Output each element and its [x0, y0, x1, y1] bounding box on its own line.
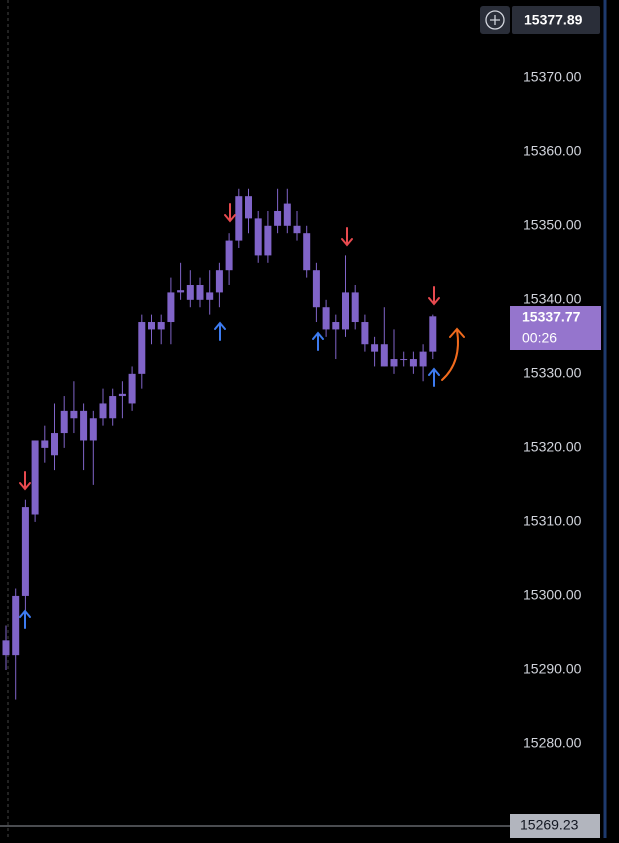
- up-arrow: [19, 609, 31, 629]
- candle-body: [157, 322, 165, 330]
- candle-body: [186, 285, 194, 300]
- candle-body: [409, 359, 417, 367]
- candle-body: [342, 292, 349, 330]
- candle-body: [177, 290, 185, 293]
- price-marker-box: [512, 6, 600, 34]
- signal-arrows: [19, 203, 465, 629]
- candle-body: [196, 285, 204, 300]
- candle-body: [60, 410, 68, 434]
- candle-body: [41, 440, 49, 448]
- candle-body: [206, 292, 214, 300]
- up-arrow: [428, 367, 440, 387]
- top-marker: 15377.89: [480, 6, 600, 34]
- y-tick-label: 15280.00: [523, 735, 582, 751]
- candle-body: [303, 233, 311, 271]
- candle-body: [429, 316, 437, 352]
- candle-body: [245, 196, 252, 219]
- candle-body: [322, 307, 330, 330]
- candle-body: [254, 218, 262, 256]
- candle-body: [371, 344, 379, 352]
- candle-body: [215, 270, 223, 293]
- y-tick-label: 15320.00: [523, 439, 582, 455]
- curve: [441, 329, 459, 381]
- down-arrow: [428, 286, 440, 306]
- y-tick-label: 15300.00: [523, 587, 582, 603]
- candle-body: [380, 344, 388, 367]
- y-tick-label: 15360.00: [523, 142, 582, 158]
- last-price-marker: 15337.77 00:26: [510, 306, 601, 350]
- up-arrow: [214, 321, 226, 341]
- candle-body: [361, 322, 369, 345]
- down-arrow: [341, 227, 353, 247]
- countdown: 00:26: [522, 330, 557, 346]
- candle-body: [118, 393, 126, 397]
- last-price: 15337.77: [522, 309, 581, 325]
- last-price-box: [510, 306, 601, 350]
- candle-body: [99, 403, 107, 419]
- candle-body: [51, 433, 58, 456]
- candle-body: [235, 196, 243, 241]
- add-icon: [485, 10, 505, 30]
- candle-body: [400, 359, 408, 361]
- candle-body: [89, 418, 97, 441]
- candle-body: [351, 292, 359, 323]
- add-icon-plus: [490, 15, 500, 25]
- candle-body: [264, 225, 272, 256]
- price-marker: 15377.89: [524, 12, 583, 28]
- buy-arrows: [19, 321, 440, 629]
- candle-body: [80, 410, 88, 441]
- up-arrow: [312, 331, 324, 351]
- y-tick-label: 15290.00: [523, 661, 582, 677]
- candle-body: [109, 396, 117, 419]
- price-axis: 15370.00 15360.00 15350.00 15340.00 15330.00…: [510, 68, 582, 751]
- candle-body: [148, 322, 155, 330]
- price-marker: 15269.23: [520, 817, 579, 833]
- candle-body: [312, 270, 320, 308]
- candle-body: [283, 203, 291, 226]
- candle-body: [167, 292, 175, 323]
- candle-body: [138, 322, 146, 374]
- candle-body: [2, 640, 10, 656]
- down-arrow: [19, 471, 31, 491]
- candle-body: [274, 210, 282, 226]
- curve-arrow: [441, 327, 465, 381]
- candle-body: [390, 359, 398, 367]
- candle-body: [419, 351, 427, 367]
- y-tick-label: 15370.00: [523, 68, 582, 84]
- sell-arrows: [19, 203, 440, 491]
- bottom-marker: 15269.23: [0, 814, 600, 838]
- candle-body: [70, 410, 78, 419]
- candle-body: [12, 595, 20, 656]
- down-arrow: [224, 203, 236, 223]
- y-tick-label: 15330.00: [523, 365, 582, 381]
- candle-body: [332, 322, 340, 330]
- y-tick-label: 15350.00: [523, 216, 582, 232]
- price-marker-box: [510, 814, 600, 838]
- candle-body: [21, 507, 29, 596]
- y-tick-label: 15310.00: [523, 513, 582, 529]
- curve-head: [449, 327, 465, 338]
- candles: [2, 188, 437, 700]
- candle-body: [225, 240, 233, 271]
- candle-body: [293, 225, 301, 234]
- candle-body: [31, 440, 39, 515]
- candle-body: [128, 373, 136, 404]
- y-tick-label: 15340.00: [523, 291, 582, 307]
